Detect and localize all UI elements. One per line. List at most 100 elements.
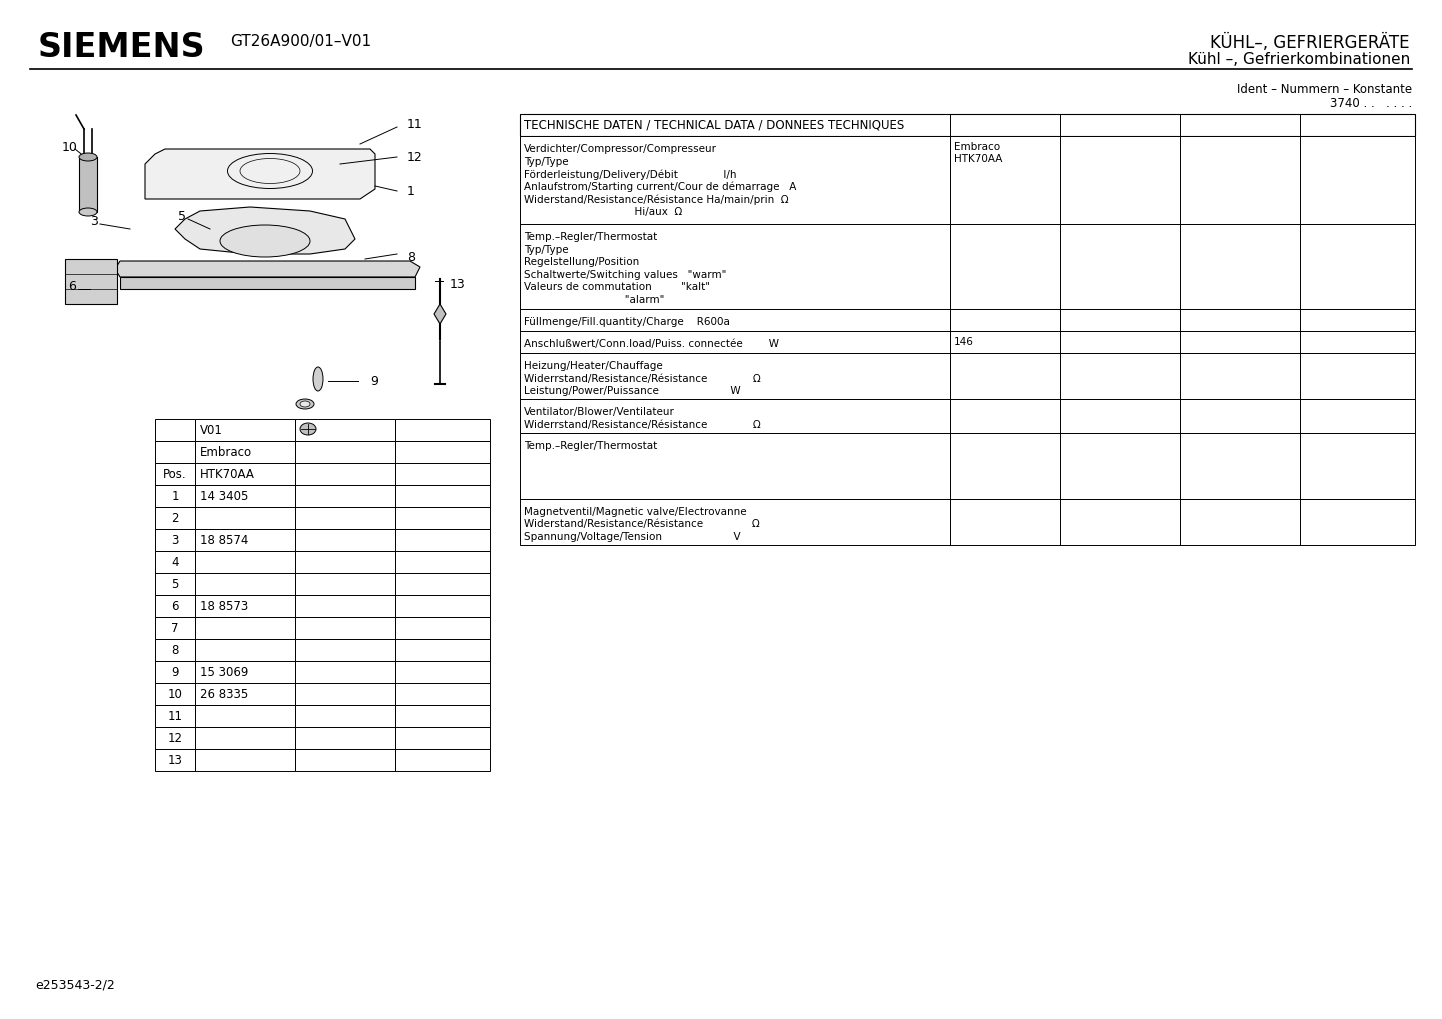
Bar <box>395 573 490 595</box>
Bar <box>154 485 195 507</box>
Bar <box>296 683 395 705</box>
Text: 6: 6 <box>68 279 76 292</box>
Bar <box>195 683 296 705</box>
Text: 26 8335: 26 8335 <box>200 688 248 700</box>
Bar <box>195 485 296 507</box>
Bar <box>154 616 195 639</box>
Bar <box>154 529 195 551</box>
Bar <box>395 661 490 683</box>
Text: Verdichter/Compressor/Compresseur: Verdichter/Compressor/Compresseur <box>523 144 717 154</box>
Bar <box>195 441 296 463</box>
Bar <box>195 705 296 727</box>
Text: Ident – Nummern – Konstante: Ident – Nummern – Konstante <box>1237 83 1412 96</box>
Bar <box>195 595 296 616</box>
Bar <box>195 419 296 441</box>
Bar <box>195 661 296 683</box>
Ellipse shape <box>296 399 314 409</box>
Bar <box>296 507 395 529</box>
Bar <box>521 136 1415 224</box>
Text: 5: 5 <box>172 578 179 590</box>
Ellipse shape <box>221 225 310 257</box>
Bar <box>521 499 1415 545</box>
Polygon shape <box>434 304 446 324</box>
Text: Kühl –, Gefrierkombinationen: Kühl –, Gefrierkombinationen <box>1188 52 1410 67</box>
Bar <box>395 507 490 529</box>
Text: 5: 5 <box>177 210 186 222</box>
Text: 18 8574: 18 8574 <box>200 534 248 546</box>
Text: 9: 9 <box>371 375 378 387</box>
Text: Widerstand/Resistance/Résistance               Ω: Widerstand/Resistance/Résistance Ω <box>523 520 760 530</box>
Bar <box>296 485 395 507</box>
Text: 2: 2 <box>172 512 179 525</box>
Text: Widerstand/Resistance/Résistance Ha/main/prin  Ω: Widerstand/Resistance/Résistance Ha/main… <box>523 194 789 205</box>
Text: Heizung/Heater/Chauffage: Heizung/Heater/Chauffage <box>523 361 663 371</box>
Bar <box>296 419 395 441</box>
Ellipse shape <box>313 367 323 391</box>
Bar <box>296 727 395 749</box>
Text: 14 3405: 14 3405 <box>200 489 248 502</box>
Text: 11: 11 <box>167 709 183 722</box>
Text: Embraco: Embraco <box>200 445 252 459</box>
Bar <box>296 749 395 771</box>
Bar <box>395 727 490 749</box>
Text: 10: 10 <box>167 688 183 700</box>
Bar <box>154 419 195 441</box>
Text: Embraco
HTK70AA: Embraco HTK70AA <box>955 142 1002 164</box>
Text: 13: 13 <box>167 753 183 766</box>
Bar <box>154 661 195 683</box>
Bar <box>154 441 195 463</box>
Text: Temp.–Regler/Thermostat: Temp.–Regler/Thermostat <box>523 441 658 451</box>
Text: Leistung/Power/Puissance                      W: Leistung/Power/Puissance W <box>523 386 741 396</box>
Text: TECHNISCHE DATEN / TECHNICAL DATA / DONNEES TECHNIQUES: TECHNISCHE DATEN / TECHNICAL DATA / DONN… <box>523 118 904 131</box>
Text: 3740 . .   . . . .: 3740 . . . . . . <box>1330 97 1412 110</box>
Text: 7: 7 <box>172 622 179 635</box>
Bar <box>296 529 395 551</box>
Bar <box>296 616 395 639</box>
Bar <box>296 573 395 595</box>
Text: Magnetventil/Magnetic valve/Electrovanne: Magnetventil/Magnetic valve/Electrovanne <box>523 507 747 517</box>
Text: 10: 10 <box>62 141 78 154</box>
Text: 8: 8 <box>407 251 415 264</box>
Bar <box>395 749 490 771</box>
Bar <box>521 433 1415 499</box>
Bar <box>296 463 395 485</box>
Bar <box>195 727 296 749</box>
Text: 12: 12 <box>407 151 423 163</box>
Text: 11: 11 <box>407 117 423 130</box>
Text: V01: V01 <box>200 424 224 436</box>
Bar <box>296 705 395 727</box>
Text: Schaltwerte/Switching values   "warm": Schaltwerte/Switching values "warm" <box>523 269 727 279</box>
Text: 4: 4 <box>172 555 179 569</box>
Bar <box>395 551 490 573</box>
Text: "alarm": "alarm" <box>523 294 665 305</box>
Bar <box>154 705 195 727</box>
Text: 3: 3 <box>172 534 179 546</box>
Bar <box>79 157 97 212</box>
Text: Spannung/Voltage/Tension                      V: Spannung/Voltage/Tension V <box>523 532 741 542</box>
Text: Pos.: Pos. <box>163 468 187 481</box>
Polygon shape <box>174 207 355 254</box>
Bar <box>395 705 490 727</box>
Ellipse shape <box>79 208 97 216</box>
Text: Hi/aux  Ω: Hi/aux Ω <box>523 207 682 216</box>
Bar <box>521 114 1415 136</box>
Bar <box>296 639 395 661</box>
Text: Ventilator/Blower/Ventilateur: Ventilator/Blower/Ventilateur <box>523 407 675 417</box>
Bar <box>154 573 195 595</box>
Text: e253543-2/2: e253543-2/2 <box>35 978 115 991</box>
Bar <box>395 595 490 616</box>
Bar <box>395 683 490 705</box>
Text: 6: 6 <box>172 599 179 612</box>
Bar <box>195 551 296 573</box>
Text: Typ/Type: Typ/Type <box>523 157 568 166</box>
Bar <box>296 595 395 616</box>
Bar <box>521 399 1415 433</box>
Bar <box>154 749 195 771</box>
Text: KÜHL–, GEFRIERGERÄTE: KÜHL–, GEFRIERGERÄTE <box>1210 34 1410 52</box>
Text: SIEMENS: SIEMENS <box>37 31 206 64</box>
Bar <box>195 507 296 529</box>
Text: Füllmenge/Fill.quantity/Charge    R600a: Füllmenge/Fill.quantity/Charge R600a <box>523 317 730 327</box>
Bar <box>154 683 195 705</box>
Polygon shape <box>115 261 420 277</box>
Bar <box>195 463 296 485</box>
